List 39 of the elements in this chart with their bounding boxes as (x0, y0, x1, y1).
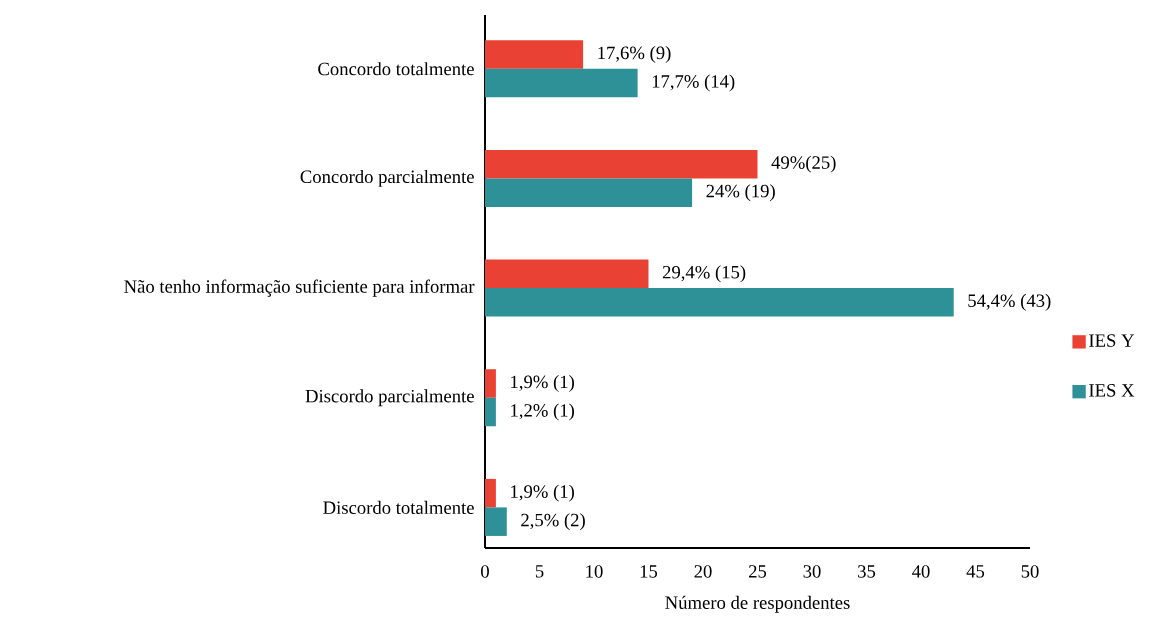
bar (485, 40, 584, 69)
x-tick-label: 40 (912, 565, 930, 578)
y-tick-label: Discordo parcialmente (305, 389, 474, 407)
bar (485, 288, 954, 317)
bar (485, 149, 758, 179)
x-tick-label: 0 (481, 565, 489, 578)
x-axis-title: Número de respondentes (665, 595, 850, 613)
x-tick-label: 25 (748, 565, 767, 578)
x-tick-label: 5 (535, 565, 544, 578)
data-label: 17,7% (14) (652, 74, 735, 92)
bar (485, 369, 496, 398)
y-tick-label: Não tenho informação suficiente para informar (124, 279, 475, 297)
x-tick-label: 50 (1021, 565, 1039, 578)
data-label: 54,4% (43) (968, 293, 1051, 311)
data-label: 1,9% (1) (511, 375, 574, 392)
data-label: 1,2% (1) (511, 403, 574, 421)
legend-label: IES Y (1089, 334, 1135, 347)
data-label: 1,9% (1) (511, 484, 574, 502)
data-label: 17,6% (9) (598, 46, 671, 63)
x-tick-label: 35 (858, 565, 876, 578)
data-label: 24% (19) (706, 184, 775, 202)
bar (485, 397, 496, 427)
legend-label: IES X (1089, 384, 1135, 397)
x-tick-label: 10 (586, 565, 603, 578)
y-tick-label: Discordo totalmente (323, 500, 474, 514)
data-label: 2,5% (2) (521, 513, 585, 531)
x-tick-label: 20 (694, 565, 712, 578)
y-tick-label: Concordo parcialmente (300, 169, 474, 187)
bar (485, 178, 693, 207)
x-tick-label: 30 (803, 565, 821, 578)
x-tick-label: 45 (966, 565, 985, 578)
bar (485, 259, 649, 289)
data-label: 49%(25) (771, 155, 836, 173)
x-tick-label: 15 (640, 565, 658, 578)
data-label: 29,4% (15) (662, 265, 746, 283)
y-tick-label: Concordo totalmente (318, 62, 474, 76)
bar (485, 478, 496, 508)
bar (485, 68, 638, 98)
bar (485, 507, 507, 536)
